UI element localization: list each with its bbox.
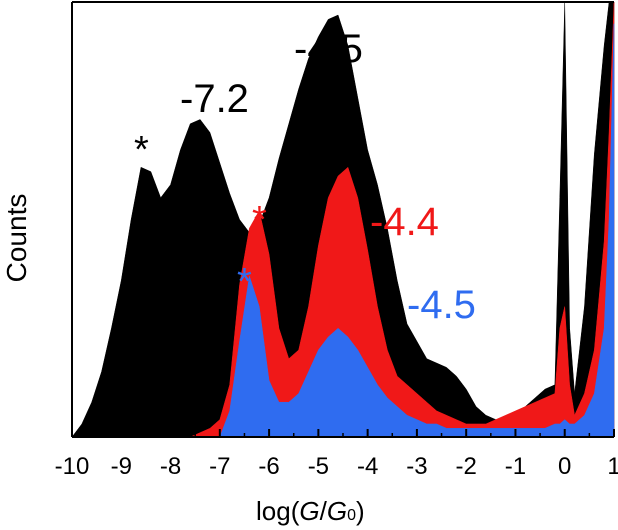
x-tick-label: 1 <box>607 453 618 480</box>
x-tick-label: -2 <box>456 453 477 480</box>
x-tick-label: 0 <box>558 453 571 480</box>
x-tick-label: -1 <box>505 453 526 480</box>
x-axis-label-g: G <box>299 496 319 526</box>
x-tick-label: -9 <box>111 453 132 480</box>
star-black: * <box>134 129 149 171</box>
x-tick-label: -5 <box>308 453 329 480</box>
x-axis-label-subscript: 0 <box>347 507 356 524</box>
annotation-blue-peak: -4.5 <box>407 283 476 327</box>
y-axis-label: Counts <box>1 194 32 283</box>
x-tick-label: -4 <box>357 453 378 480</box>
x-tick-label: -8 <box>160 453 181 480</box>
tick-layer: -10 -9 -8 -7 -6 -5 -4 -3 -2 -1 0 1 <box>55 429 618 480</box>
annotation-black-peak-right: -4.5 <box>294 27 363 71</box>
x-tick-label: -10 <box>55 453 90 480</box>
star-blue: * <box>237 261 252 303</box>
x-tick-label: -7 <box>209 453 230 480</box>
x-tick-label: -3 <box>406 453 427 480</box>
annotation-black-peak-left: -7.2 <box>180 77 249 121</box>
star-red: * <box>252 199 267 241</box>
x-axis-label-slash: / <box>320 496 328 526</box>
x-tick-label: -6 <box>258 453 279 480</box>
x-axis-label-g0: G <box>327 496 347 526</box>
x-axis-label: log(G/G0) <box>256 496 365 526</box>
x-axis-label-suffix: ) <box>356 496 365 526</box>
annotation-red-peak: -4.4 <box>370 200 439 244</box>
x-axis-label-prefix: log( <box>256 496 300 526</box>
